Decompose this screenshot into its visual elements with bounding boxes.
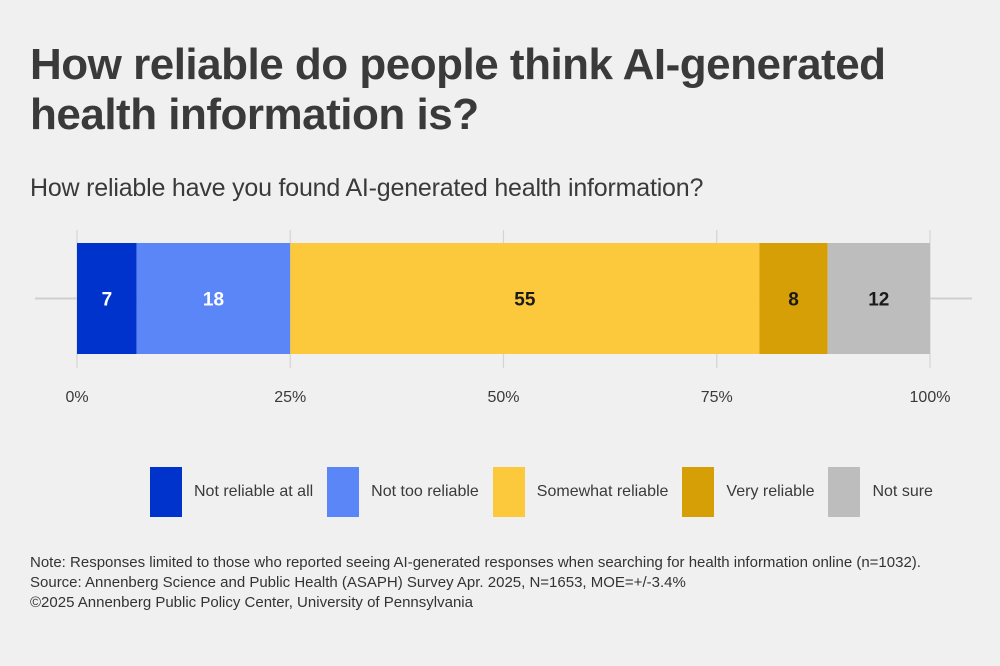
legend-label: Not sure (872, 483, 933, 500)
footnotes: Note: Responses limited to those who rep… (30, 553, 921, 613)
x-tick-label-0: 0% (65, 389, 88, 406)
legend-swatch (492, 467, 525, 517)
note-text: Note: Responses limited to those who rep… (30, 554, 921, 571)
chart-title: How reliable do people think AI-generate… (30, 40, 886, 139)
bar-segment-4 (827, 243, 930, 354)
bar-value-label-2: 55 (514, 290, 536, 311)
legend-item-not-sure: Not sure (828, 467, 933, 517)
bar-value-label-4: 12 (868, 290, 889, 311)
chart-subtitle: How reliable have you found AI-generated… (30, 174, 704, 202)
legend-label: Somewhat reliable (536, 483, 669, 500)
bar-value-label-0: 7 (102, 290, 113, 311)
bar-segment-3 (759, 243, 828, 354)
stacked-bar-chart: 7 18 55 8 12 0% 25% 50% 75% 100% (35, 230, 972, 406)
legend-item-not-reliable-at-all: Not reliable at all (150, 467, 313, 517)
legend-label: Very reliable (726, 483, 815, 500)
legend-label: Not too reliable (371, 483, 479, 500)
legend-item-not-too-reliable: Not too reliable (327, 467, 479, 517)
x-tick-label-1: 25% (274, 389, 306, 406)
bar-segment-2 (290, 243, 760, 354)
legend-swatch (327, 467, 360, 517)
bar-segment-1 (136, 243, 291, 354)
legend-swatch (150, 467, 182, 517)
x-tick-label-4: 100% (910, 389, 951, 406)
source-text: Source: Annenberg Science and Public Hea… (30, 574, 686, 591)
bar-segment-0 (77, 243, 137, 354)
legend: Not reliable at all Not too reliable Som… (150, 467, 947, 517)
bar-value-label-1: 18 (203, 290, 224, 311)
legend-item-somewhat-reliable: Somewhat reliable (492, 467, 669, 517)
legend-swatch (682, 467, 715, 517)
legend-item-very-reliable: Very reliable (682, 467, 814, 517)
x-tick-label-2: 50% (487, 389, 519, 406)
copyright-text: ©2025 Annenberg Public Policy Center, Un… (30, 594, 473, 611)
x-tick-label-3: 75% (701, 389, 733, 406)
bar-value-label-3: 8 (788, 290, 799, 311)
legend-swatch (828, 467, 861, 517)
legend-label: Not reliable at all (194, 483, 314, 500)
